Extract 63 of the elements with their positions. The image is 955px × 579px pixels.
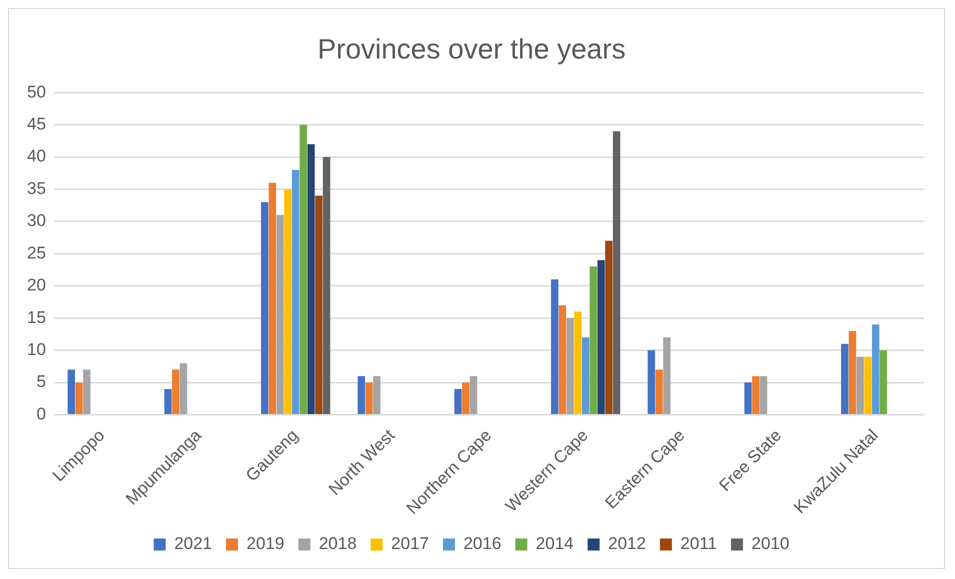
bar — [760, 376, 768, 414]
chart-title: Provinces over the years — [317, 34, 626, 65]
bar — [752, 376, 760, 414]
bar — [365, 382, 373, 414]
legend-label: 2014 — [536, 534, 574, 554]
bar — [597, 260, 605, 414]
legend-label: 2021 — [174, 534, 212, 554]
bar — [551, 279, 558, 414]
y-tick-label: 20 — [26, 276, 46, 295]
bar — [373, 376, 380, 414]
bar — [566, 318, 574, 414]
bar — [68, 370, 75, 414]
bar — [462, 382, 470, 414]
y-tick-label: 10 — [26, 340, 46, 359]
bar — [648, 350, 656, 414]
y-tick-label: 0 — [36, 404, 46, 424]
bar — [655, 370, 663, 414]
y-tick-label: 45 — [26, 114, 46, 134]
bar — [663, 337, 671, 414]
bar — [315, 196, 322, 414]
legend-label: 2012 — [608, 534, 646, 554]
bar — [470, 376, 478, 414]
bar — [300, 124, 308, 414]
legend-label: 2010 — [751, 534, 790, 554]
y-tick-label: 30 — [26, 211, 46, 230]
bar — [268, 182, 276, 414]
bar — [276, 215, 284, 414]
bar — [612, 131, 620, 414]
legend-label: 2019 — [246, 534, 284, 554]
bar — [864, 356, 872, 414]
legend-label: 2016 — [463, 534, 502, 554]
bar — [880, 350, 888, 414]
bar — [574, 312, 582, 414]
bar — [164, 388, 172, 414]
y-tick-label: 5 — [36, 372, 46, 392]
bar — [744, 382, 752, 414]
bar — [260, 202, 268, 414]
bar — [180, 363, 188, 414]
y-tick-label: 25 — [26, 243, 46, 262]
bar — [856, 356, 864, 414]
legend-label: 2017 — [391, 534, 429, 554]
legend-label: 2018 — [318, 534, 357, 554]
y-tick-label: 15 — [26, 308, 46, 327]
bar — [605, 240, 613, 414]
bar — [590, 266, 598, 414]
bar — [172, 370, 180, 414]
bar — [454, 388, 462, 414]
bar — [307, 144, 315, 414]
y-tick-label: 35 — [26, 178, 46, 198]
bar — [292, 170, 300, 414]
bar — [558, 305, 566, 414]
y-tick-label: 40 — [26, 146, 46, 166]
bar — [322, 157, 330, 414]
bar — [358, 376, 366, 414]
legend-label: 2011 — [680, 534, 717, 554]
bar — [872, 324, 880, 414]
y-tick-label: 50 — [26, 82, 46, 102]
bar — [582, 337, 590, 414]
bar — [848, 330, 856, 414]
bar — [75, 382, 83, 414]
bar — [841, 344, 848, 414]
bar — [83, 370, 90, 414]
bar — [284, 189, 292, 414]
